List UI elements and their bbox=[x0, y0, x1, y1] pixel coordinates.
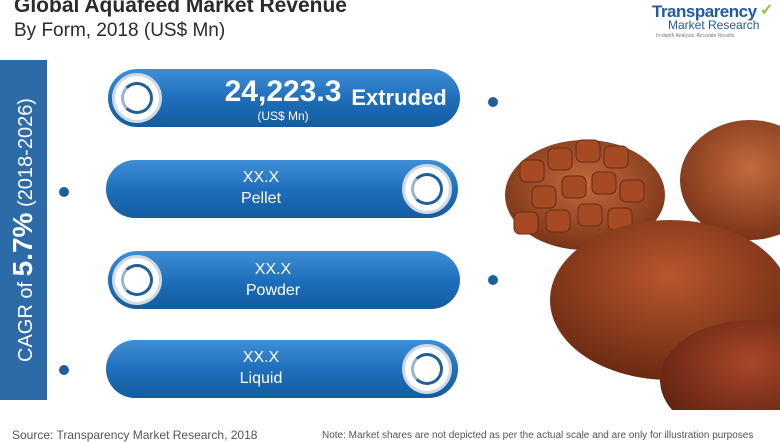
value-label-extruded: 24,223.3 bbox=[224, 75, 342, 108]
category-label-pellet: Pellet bbox=[240, 190, 282, 207]
ring-icon bbox=[112, 255, 162, 305]
ring-icon bbox=[112, 73, 162, 123]
pile-shape bbox=[680, 120, 780, 240]
connector-dot-powder bbox=[488, 275, 498, 285]
aquafeed-pellets-image bbox=[505, 120, 780, 410]
value-label-pellet: XX.X bbox=[242, 169, 280, 186]
bar-pellet: XX.X Pellet bbox=[106, 160, 458, 218]
connector-dot-pellet bbox=[59, 187, 69, 197]
cagr-period: (2018-2026) bbox=[15, 98, 37, 207]
category-label-powder: Powder bbox=[245, 282, 301, 299]
unit-label: (US$ Mn) bbox=[257, 109, 309, 123]
chart-subtitle: By Form, 2018 (US$ Mn) bbox=[14, 20, 226, 41]
scale-note: Note: Market shares are not depicted as … bbox=[322, 430, 754, 441]
value-label-powder: XX.X bbox=[254, 261, 292, 278]
cagr-label: CAGR of 5.7% (2018-2026) bbox=[7, 98, 39, 362]
value-label-liquid: XX.X bbox=[242, 349, 280, 366]
bar-extruded: 24,223.3 (US$ Mn) Extruded bbox=[108, 69, 460, 127]
connector-dot-liquid bbox=[59, 365, 69, 375]
category-label-liquid: Liquid bbox=[239, 370, 283, 387]
bar-liquid: XX.X Liquid bbox=[106, 340, 458, 398]
category-label-extruded: Extruded bbox=[351, 85, 447, 110]
pellet-cluster bbox=[513, 139, 645, 235]
source-note: Source: Transparency Market Research, 20… bbox=[12, 428, 258, 442]
logo-name: Transparency bbox=[652, 2, 757, 21]
pile-shape bbox=[660, 320, 780, 410]
cagr-value: 5.7% bbox=[7, 212, 38, 277]
company-logo: Transparency ✓ Market Research In-depth … bbox=[652, 2, 774, 42]
cagr-prefix: CAGR of bbox=[15, 281, 37, 362]
chart-title: Global Aquafeed Market Revenue bbox=[14, 0, 347, 17]
connector-dot-extruded bbox=[488, 97, 498, 107]
logo-subname: Market Research bbox=[668, 18, 760, 32]
ring-icon bbox=[402, 164, 452, 214]
cagr-band bbox=[0, 60, 47, 400]
bar-powder: XX.X Powder bbox=[108, 251, 460, 309]
logo-tagline: In-depth Analysis. Accurate Results bbox=[656, 33, 735, 39]
ring-icon bbox=[402, 344, 452, 394]
logo-check-icon: ✓ bbox=[760, 2, 774, 19]
